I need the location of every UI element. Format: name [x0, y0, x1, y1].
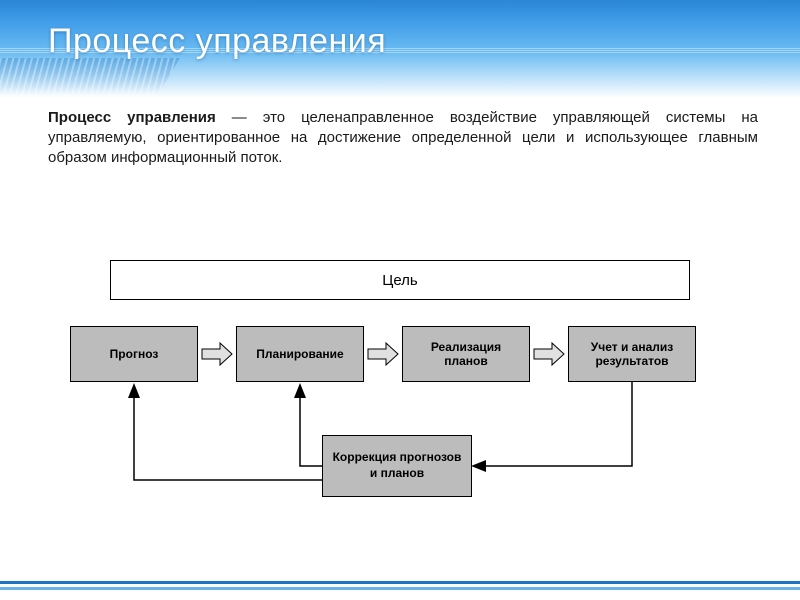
stage-node-forecast: Прогноз: [70, 326, 198, 382]
stage-label: Реализация планов: [409, 340, 523, 368]
goal-label: Цель: [382, 272, 418, 289]
correction-node: Коррекция прогнозов и планов: [322, 435, 472, 497]
footer-line: [0, 581, 800, 584]
header-hatch: [0, 58, 180, 94]
stage-label: Планирование: [256, 347, 343, 361]
arrow-icon: [200, 342, 234, 366]
feedback-arrows: [70, 260, 730, 550]
stage-node-analysis: Учет и анализ результатов: [568, 326, 696, 382]
definition-paragraph: Процесс управления — это целенаправленно…: [48, 108, 758, 167]
arrow-icon: [532, 342, 566, 366]
arrow-icon: [366, 342, 400, 366]
stage-label: Прогноз: [110, 347, 159, 361]
stage-node-planning: Планирование: [236, 326, 364, 382]
correction-label: Коррекция прогнозов и планов: [331, 450, 463, 481]
page-title: Процесс управления: [48, 22, 386, 61]
goal-node: Цель: [110, 260, 690, 300]
definition-term: Процесс управления: [48, 109, 216, 126]
stage-node-implementation: Реализация планов: [402, 326, 530, 382]
stage-label: Учет и анализ результатов: [575, 340, 689, 368]
footer-line: [0, 587, 800, 590]
flowchart: Цель Прогноз Планирование Реализация пла…: [70, 260, 730, 550]
